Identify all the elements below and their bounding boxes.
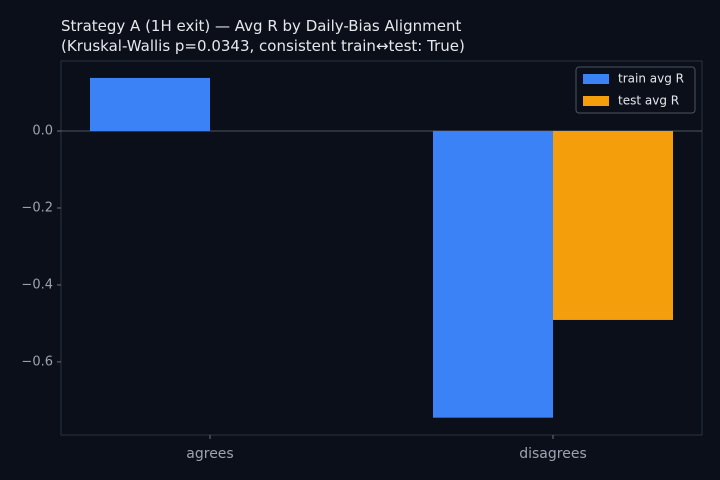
x-tick-label: agrees bbox=[186, 446, 233, 462]
y-tick-label: −0.6 bbox=[21, 354, 53, 369]
plot-frame bbox=[60, 60, 703, 436]
chart-title: Strategy A (1H exit) — Avg R by Daily-Bi… bbox=[61, 17, 465, 55]
legend-swatch bbox=[583, 74, 609, 84]
legend-label: test avg R bbox=[618, 94, 679, 108]
bar bbox=[553, 131, 673, 320]
legend-swatch bbox=[583, 96, 609, 106]
y-tick-label: −0.2 bbox=[21, 200, 53, 215]
bar bbox=[433, 131, 553, 418]
x-tick-label: disagrees bbox=[519, 446, 587, 462]
y-tick-label: 0.0 bbox=[32, 124, 53, 139]
y-tick-label: −0.4 bbox=[21, 277, 53, 292]
bar bbox=[90, 77, 210, 132]
legend-label: train avg R bbox=[618, 72, 684, 86]
